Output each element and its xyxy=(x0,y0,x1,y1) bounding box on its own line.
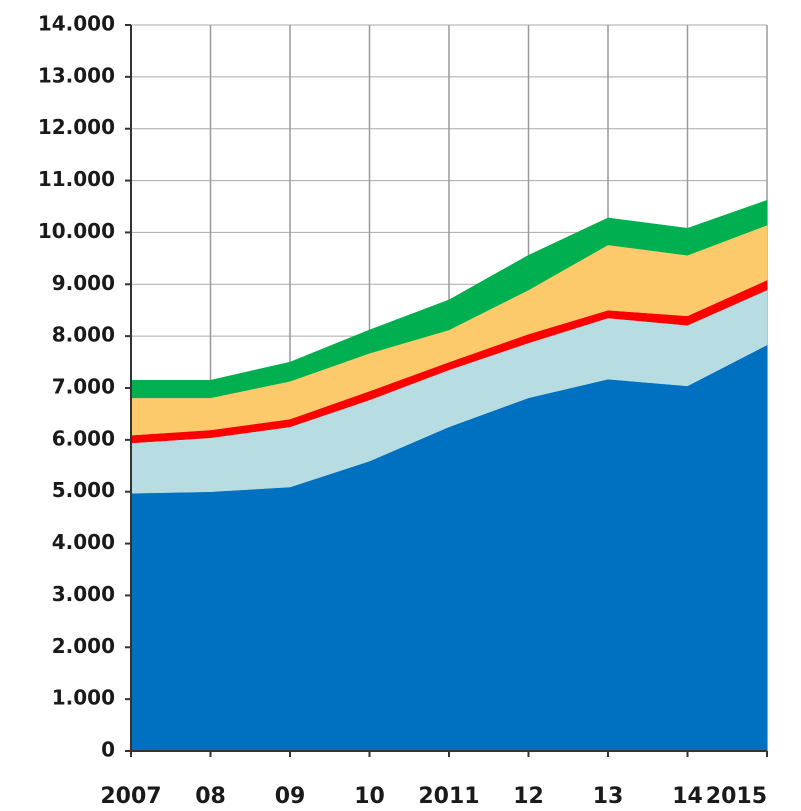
y-tick-label: 5.000 xyxy=(52,478,115,502)
x-tick-label: 10 xyxy=(354,784,385,809)
x-tick-label: 09 xyxy=(275,784,306,809)
y-tick-label: 1.000 xyxy=(52,686,115,710)
y-tick-label: 7.000 xyxy=(52,375,115,399)
x-tick-label: 2011 xyxy=(418,784,479,809)
x-tick-label: 13 xyxy=(593,784,624,809)
y-tick-label: 9.000 xyxy=(52,271,115,295)
y-tick-label: 14.000 xyxy=(38,12,115,36)
x-tick-label: 2015 xyxy=(706,784,767,809)
y-tick-label: 3.000 xyxy=(52,582,115,606)
x-tick-label: 12 xyxy=(513,784,544,809)
y-tick-label: 2.000 xyxy=(52,634,115,658)
y-tick-label: 11.000 xyxy=(38,167,115,191)
y-tick-label: 13.000 xyxy=(38,63,115,87)
x-tick-label: 08 xyxy=(195,784,226,809)
y-tick-label: 4.000 xyxy=(52,530,115,554)
y-tick-label: 10.000 xyxy=(38,219,115,243)
y-tick-label: 6.000 xyxy=(52,426,115,450)
y-tick-label: 0 xyxy=(101,738,115,762)
y-tick-label: 8.000 xyxy=(52,323,115,347)
x-tick-label: 14 xyxy=(672,784,703,809)
area xyxy=(130,199,768,399)
y-tick-label: 12.000 xyxy=(38,115,115,139)
x-tick-label: 2007 xyxy=(100,784,161,809)
